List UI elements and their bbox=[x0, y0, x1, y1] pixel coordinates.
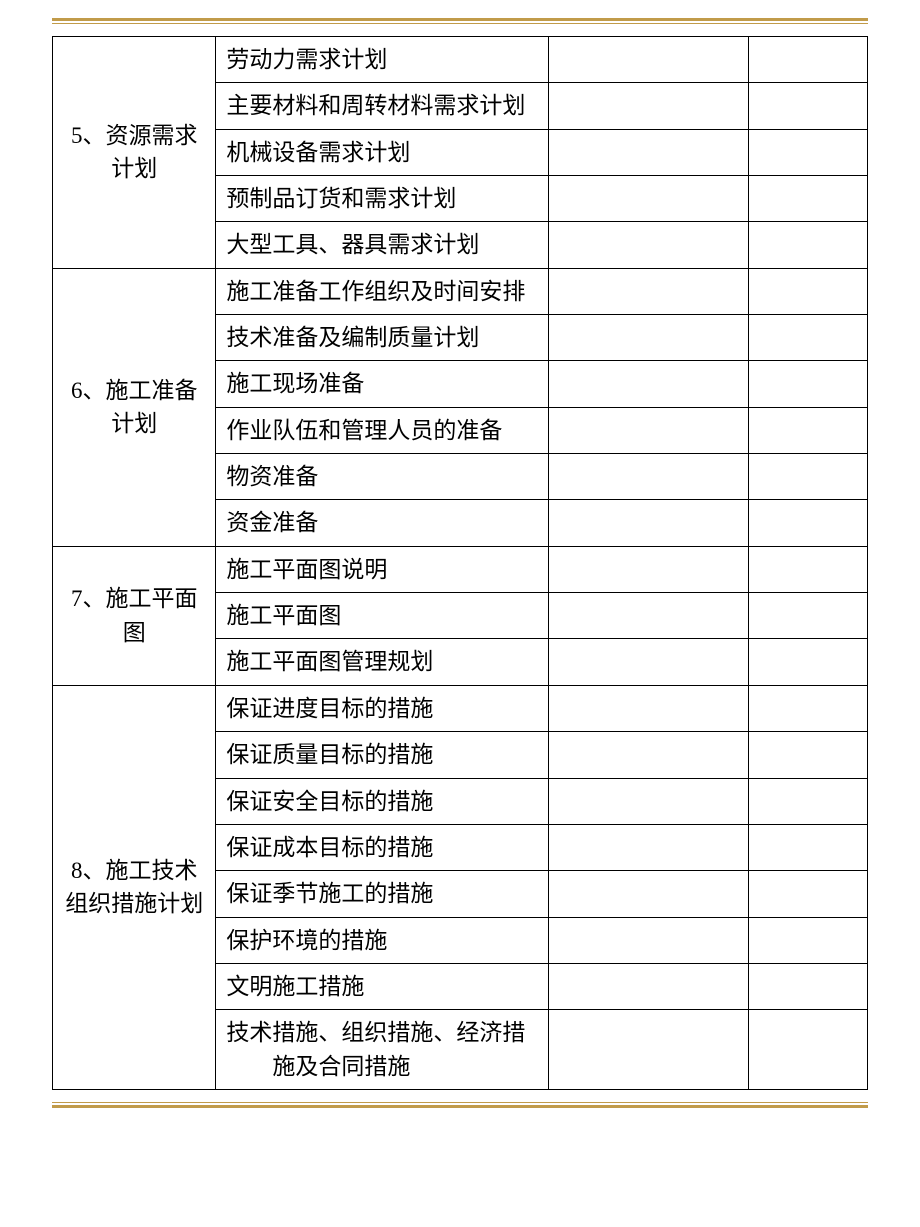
blank-cell-d bbox=[748, 824, 867, 870]
item-cell: 施工现场准备 bbox=[216, 361, 549, 407]
item-cell: 文明施工措施 bbox=[216, 963, 549, 1009]
blank-cell-c bbox=[549, 37, 749, 83]
blank-cell-d bbox=[748, 546, 867, 592]
blank-cell-c bbox=[549, 83, 749, 129]
bottom-rule-thick bbox=[52, 1105, 868, 1108]
item-cell: 保证质量目标的措施 bbox=[216, 732, 549, 778]
item-cell: 保证安全目标的措施 bbox=[216, 778, 549, 824]
item-cell: 技术措施、组织措施、经济措施及合同措施 bbox=[216, 1010, 549, 1090]
blank-cell-d bbox=[748, 500, 867, 546]
category-cell: 8、施工技术组织措施计划 bbox=[53, 685, 216, 1089]
table-row: 8、施工技术组织措施计划保证进度目标的措施 bbox=[53, 685, 868, 731]
blank-cell-d bbox=[748, 315, 867, 361]
blank-cell-d bbox=[748, 454, 867, 500]
item-cell: 保证成本目标的措施 bbox=[216, 824, 549, 870]
blank-cell-c bbox=[549, 871, 749, 917]
blank-cell-c bbox=[549, 685, 749, 731]
blank-cell-d bbox=[748, 639, 867, 685]
blank-cell-c bbox=[549, 963, 749, 1009]
item-cell: 施工平面图管理规划 bbox=[216, 639, 549, 685]
blank-cell-c bbox=[549, 315, 749, 361]
blank-cell-d bbox=[748, 268, 867, 314]
item-cell: 劳动力需求计划 bbox=[216, 37, 549, 83]
blank-cell-d bbox=[748, 176, 867, 222]
item-cell: 主要材料和周转材料需求计划 bbox=[216, 83, 549, 129]
blank-cell-c bbox=[549, 176, 749, 222]
blank-cell-d bbox=[748, 129, 867, 175]
blank-cell-d bbox=[748, 732, 867, 778]
item-cell: 施工平面图说明 bbox=[216, 546, 549, 592]
blank-cell-d bbox=[748, 917, 867, 963]
document-page: 5、资源需求计划劳动力需求计划主要材料和周转材料需求计划机械设备需求计划预制品订… bbox=[0, 0, 920, 1227]
blank-cell-d bbox=[748, 963, 867, 1009]
category-cell: 6、施工准备计划 bbox=[53, 268, 216, 546]
blank-cell-d bbox=[748, 778, 867, 824]
item-cell: 预制品订货和需求计划 bbox=[216, 176, 549, 222]
blank-cell-c bbox=[549, 917, 749, 963]
bottom-rule-thin bbox=[52, 1102, 868, 1103]
blank-cell-c bbox=[549, 129, 749, 175]
blank-cell-c bbox=[549, 824, 749, 870]
item-cell: 资金准备 bbox=[216, 500, 549, 546]
item-cell: 物资准备 bbox=[216, 454, 549, 500]
item-cell: 技术准备及编制质量计划 bbox=[216, 315, 549, 361]
item-cell: 大型工具、器具需求计划 bbox=[216, 222, 549, 268]
blank-cell-c bbox=[549, 222, 749, 268]
blank-cell-d bbox=[748, 1010, 867, 1090]
item-cell: 作业队伍和管理人员的准备 bbox=[216, 407, 549, 453]
blank-cell-d bbox=[748, 407, 867, 453]
item-cell: 保证进度目标的措施 bbox=[216, 685, 549, 731]
blank-cell-d bbox=[748, 361, 867, 407]
top-rule-thin bbox=[52, 23, 868, 24]
blank-cell-c bbox=[549, 454, 749, 500]
table-row: 7、施工平面图施工平面图说明 bbox=[53, 546, 868, 592]
item-cell: 保护环境的措施 bbox=[216, 917, 549, 963]
blank-cell-c bbox=[549, 361, 749, 407]
blank-cell-d bbox=[748, 871, 867, 917]
blank-cell-d bbox=[748, 593, 867, 639]
blank-cell-c bbox=[549, 639, 749, 685]
blank-cell-c bbox=[549, 593, 749, 639]
blank-cell-d bbox=[748, 83, 867, 129]
top-rule-thick bbox=[52, 18, 868, 21]
blank-cell-c bbox=[549, 1010, 749, 1090]
table-row: 6、施工准备计划施工准备工作组织及时间安排 bbox=[53, 268, 868, 314]
blank-cell-c bbox=[549, 546, 749, 592]
item-cell: 保证季节施工的措施 bbox=[216, 871, 549, 917]
blank-cell-d bbox=[748, 222, 867, 268]
item-cell: 施工准备工作组织及时间安排 bbox=[216, 268, 549, 314]
blank-cell-c bbox=[549, 407, 749, 453]
blank-cell-d bbox=[748, 37, 867, 83]
table-row: 5、资源需求计划劳动力需求计划 bbox=[53, 37, 868, 83]
item-cell: 机械设备需求计划 bbox=[216, 129, 549, 175]
blank-cell-c bbox=[549, 500, 749, 546]
blank-cell-d bbox=[748, 685, 867, 731]
item-cell: 施工平面图 bbox=[216, 593, 549, 639]
category-cell: 5、资源需求计划 bbox=[53, 37, 216, 269]
plan-table: 5、资源需求计划劳动力需求计划主要材料和周转材料需求计划机械设备需求计划预制品订… bbox=[52, 36, 868, 1090]
blank-cell-c bbox=[549, 732, 749, 778]
blank-cell-c bbox=[549, 268, 749, 314]
category-cell: 7、施工平面图 bbox=[53, 546, 216, 685]
blank-cell-c bbox=[549, 778, 749, 824]
